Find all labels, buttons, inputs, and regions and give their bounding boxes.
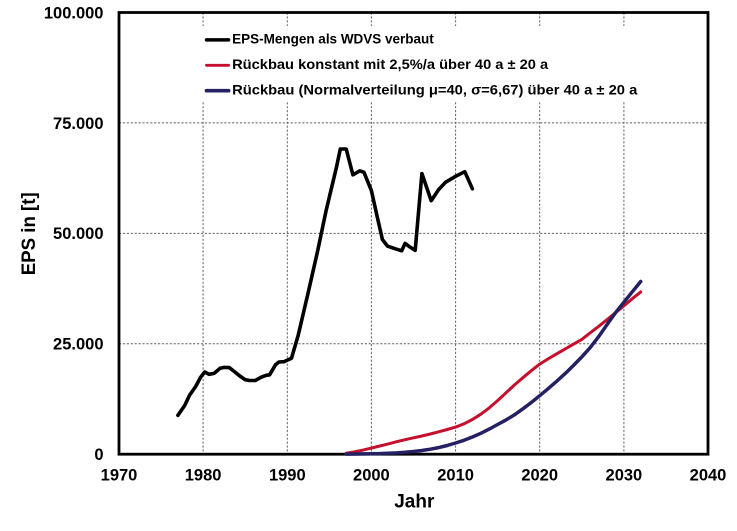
svg-text:0: 0 xyxy=(94,446,103,464)
svg-text:EPS in [t]: EPS in [t] xyxy=(19,192,40,275)
svg-text:1970: 1970 xyxy=(101,467,138,485)
svg-text:2000: 2000 xyxy=(353,467,390,485)
svg-text:Jahr: Jahr xyxy=(394,492,435,513)
svg-text:50.000: 50.000 xyxy=(53,225,103,243)
svg-text:2020: 2020 xyxy=(521,467,558,485)
svg-text:Rückbau konstant mit 2,5%/a üb: Rückbau konstant mit 2,5%/a über 40 a ± … xyxy=(232,56,548,72)
svg-text:2010: 2010 xyxy=(437,467,474,485)
svg-text:EPS-Mengen als WDVS verbaut: EPS-Mengen als WDVS verbaut xyxy=(232,31,434,47)
svg-text:2030: 2030 xyxy=(606,467,643,485)
svg-text:100.000: 100.000 xyxy=(44,4,104,22)
svg-text:75.000: 75.000 xyxy=(53,115,103,133)
svg-text:Rückbau (Normalverteilung μ=40: Rückbau (Normalverteilung μ=40, σ=6,67) … xyxy=(232,82,637,98)
svg-text:2040: 2040 xyxy=(690,467,727,485)
svg-text:1990: 1990 xyxy=(269,467,306,485)
svg-text:25.000: 25.000 xyxy=(53,336,103,354)
svg-text:1980: 1980 xyxy=(185,467,222,485)
